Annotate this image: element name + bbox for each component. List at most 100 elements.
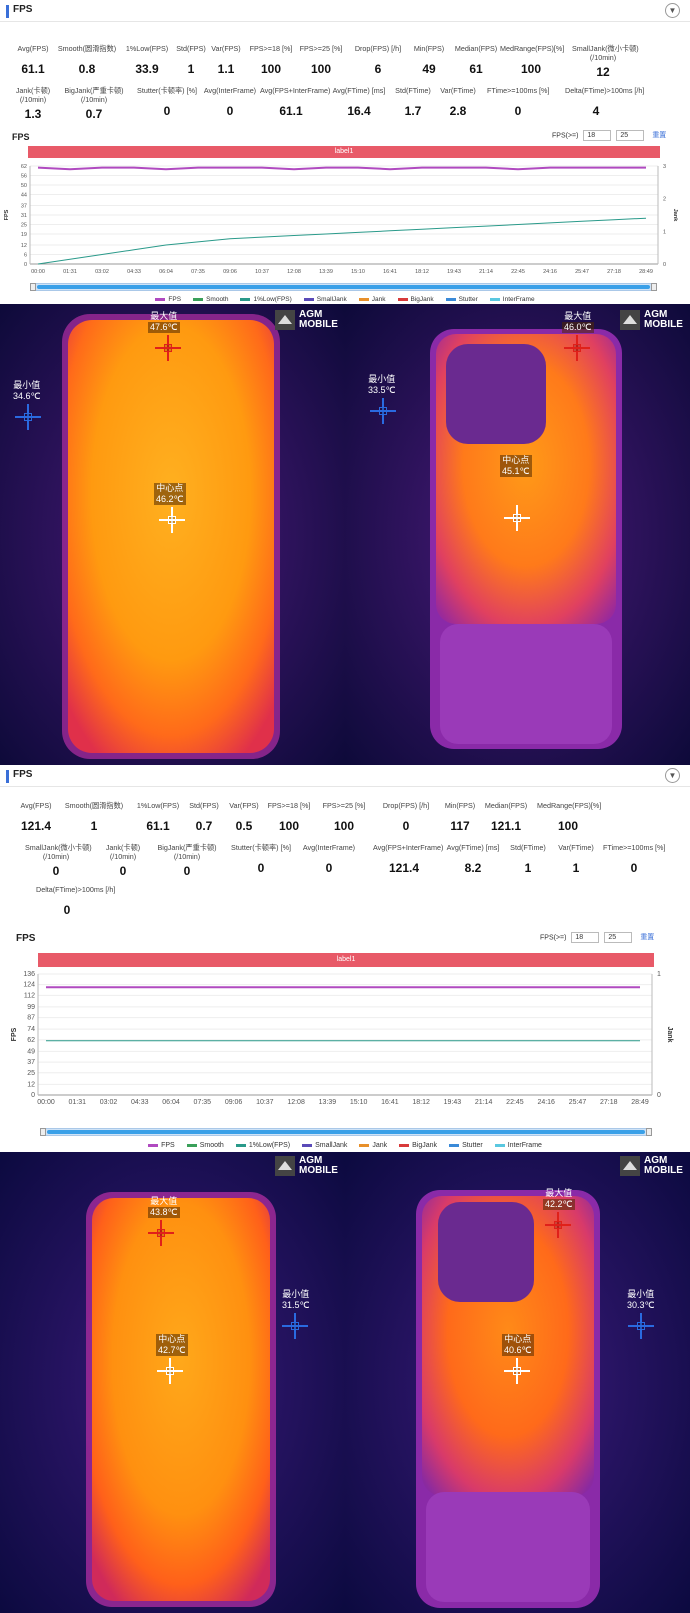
min-crosshair-icon: [15, 404, 41, 430]
stat-label: Avg(FPS): [17, 44, 49, 53]
x-tick-label: 04:33: [127, 269, 141, 275]
collapse-chevron-icon[interactable]: ▼: [665, 768, 680, 783]
x-tick-label: 12:08: [287, 269, 301, 275]
x-tick-label: 18:12: [412, 1099, 430, 1106]
series-line-fps: [37, 166, 646, 171]
legend-item[interactable]: Stutter: [445, 296, 478, 303]
legend-swatch: [303, 297, 314, 301]
slider-handle-left[interactable]: [40, 1128, 46, 1136]
x-tick-label: 16:41: [383, 269, 397, 275]
stat-label: FTime>=100ms [%]: [603, 843, 666, 852]
stat-label: MedRange(FPS)[%]: [537, 801, 602, 810]
slider-handle-right[interactable]: [651, 283, 657, 291]
stat-label-unit: (/10min): [109, 852, 137, 861]
legend-item[interactable]: InterFrame: [489, 296, 535, 303]
stat-label: FPS>=25 [%]: [299, 44, 343, 53]
slider-handle-right[interactable]: [646, 1128, 652, 1136]
time-range-slider[interactable]: [40, 1128, 652, 1136]
stat-value: 0: [183, 864, 191, 878]
x-tick-label: 24:16: [537, 1099, 555, 1106]
x-tick-label: 03:02: [100, 1099, 118, 1106]
legend-item[interactable]: InterFrame: [494, 1142, 542, 1149]
stat-item: Jank(卡顿) (/10min) 1.3: [2, 86, 64, 121]
thermal-background: [0, 1152, 690, 1613]
agm-logo-2: AGM MOBILE: [620, 310, 683, 330]
time-range-slider[interactable]: [30, 283, 657, 291]
stat-label: Drop(FPS) [/h]: [382, 801, 430, 810]
legend-item[interactable]: FPS: [155, 296, 181, 303]
stat-value: 61: [469, 62, 483, 76]
stat-value: 100: [310, 62, 332, 76]
threshold-label: FPS(>=): [552, 132, 579, 140]
stat-label-unit: (/10min): [589, 53, 617, 62]
fps-chart-2[interactable]: 0 12 25 37 49 62 74 87 99 112 124 136 0 1 FPS Jank 00:00…: [0, 968, 690, 1118]
stat-value: 0: [163, 104, 171, 118]
legend-item[interactable]: SmallJank: [302, 1142, 347, 1149]
stat-item: SmallJank(微小卡顿) (/10min) 0: [25, 843, 92, 878]
legend-label: SmallJank: [316, 296, 347, 303]
y-axis-label: FPS: [11, 1027, 18, 1041]
stat-label: Stutter(卡顿率) [%]: [231, 843, 291, 852]
slider-handle-left[interactable]: [30, 283, 36, 291]
agm-logo-icon: [275, 1156, 295, 1176]
threshold-input-18[interactable]: 18: [571, 932, 600, 943]
legend-item[interactable]: Smooth: [193, 296, 228, 303]
collapse-chevron-icon[interactable]: ▼: [665, 3, 680, 18]
legend-swatch: [397, 297, 408, 301]
legend-item[interactable]: 1%Low(FPS): [235, 1142, 290, 1149]
y-tick-label: 62: [27, 1037, 35, 1044]
stat-item: Drop(FPS) [/h] 0: [375, 801, 437, 833]
stat-value: 121.4: [388, 861, 420, 875]
logo-text-1: AGM: [299, 1155, 323, 1166]
panel-header: FPS ▼: [0, 0, 690, 22]
stat-value: 0: [630, 861, 638, 875]
chart-legend: FPS Smooth 1%Low(FPS) SmallJank Jank BigJank S…: [0, 1142, 690, 1149]
x-tick-label: 09:06: [223, 269, 237, 275]
reset-button[interactable]: 重置: [640, 934, 655, 942]
slider-fill: [47, 1130, 645, 1134]
stat-value: 1: [572, 861, 580, 875]
legend-item[interactable]: Jank: [358, 296, 386, 303]
legend-swatch: [240, 297, 251, 301]
stat-value: 0.7: [85, 107, 103, 121]
stat-value: 0: [63, 903, 71, 917]
legend-item[interactable]: SmallJank: [303, 296, 347, 303]
stat-value: 0: [257, 861, 265, 875]
label-band[interactable]: label1: [28, 146, 660, 158]
x-tick-label: 21:14: [479, 269, 493, 275]
legend-item[interactable]: Smooth: [186, 1142, 224, 1149]
y-tick-label: 31: [21, 213, 27, 219]
threshold-input-25[interactable]: 25: [604, 932, 633, 943]
legend-item[interactable]: Stutter: [449, 1142, 483, 1149]
stat-item: Drop(FPS) [/h] 6: [347, 44, 409, 76]
legend-item[interactable]: Jank: [359, 1142, 387, 1149]
legend-item[interactable]: 1%Low(FPS): [240, 296, 292, 303]
label-band[interactable]: label1: [38, 953, 654, 967]
legend-swatch: [155, 297, 166, 301]
stat-label: Std(FPS): [189, 801, 219, 810]
threshold-input-18[interactable]: 18: [583, 130, 612, 141]
back-min-label: 最小值 33.5℃: [368, 374, 396, 395]
threshold-input-25[interactable]: 25: [616, 130, 645, 141]
reset-button[interactable]: 重置: [652, 132, 667, 140]
stat-value: 49: [422, 62, 436, 76]
stat-item: Std(FTime) 1.7: [382, 86, 444, 118]
legend-label: 1%Low(FPS): [253, 296, 292, 303]
legend-item[interactable]: FPS: [148, 1142, 175, 1149]
y-tick-label: 25: [21, 222, 27, 228]
back-min-label: 最小值 30.3℃: [627, 1289, 655, 1310]
stat-item: BigJank(严重卡顿) (/10min) 0.7: [63, 86, 125, 121]
stat-value: 12: [596, 65, 610, 79]
legend-item[interactable]: BigJank: [399, 1142, 437, 1149]
stat-value: 6: [374, 62, 382, 76]
legend-swatch: [399, 1143, 410, 1147]
y-tick-label: 0: [31, 1092, 35, 1099]
stat-item: FPS>=18 [%] 100: [258, 801, 320, 833]
legend-label: Stutter: [462, 1142, 483, 1149]
legend-item[interactable]: BigJank: [397, 296, 434, 303]
legend-swatch: [193, 297, 204, 301]
max-crosshair-icon: [155, 335, 181, 361]
x-tick-label: 04:33: [131, 1099, 149, 1106]
stat-item: Avg(FTime) [ms] 8.2: [442, 843, 504, 875]
